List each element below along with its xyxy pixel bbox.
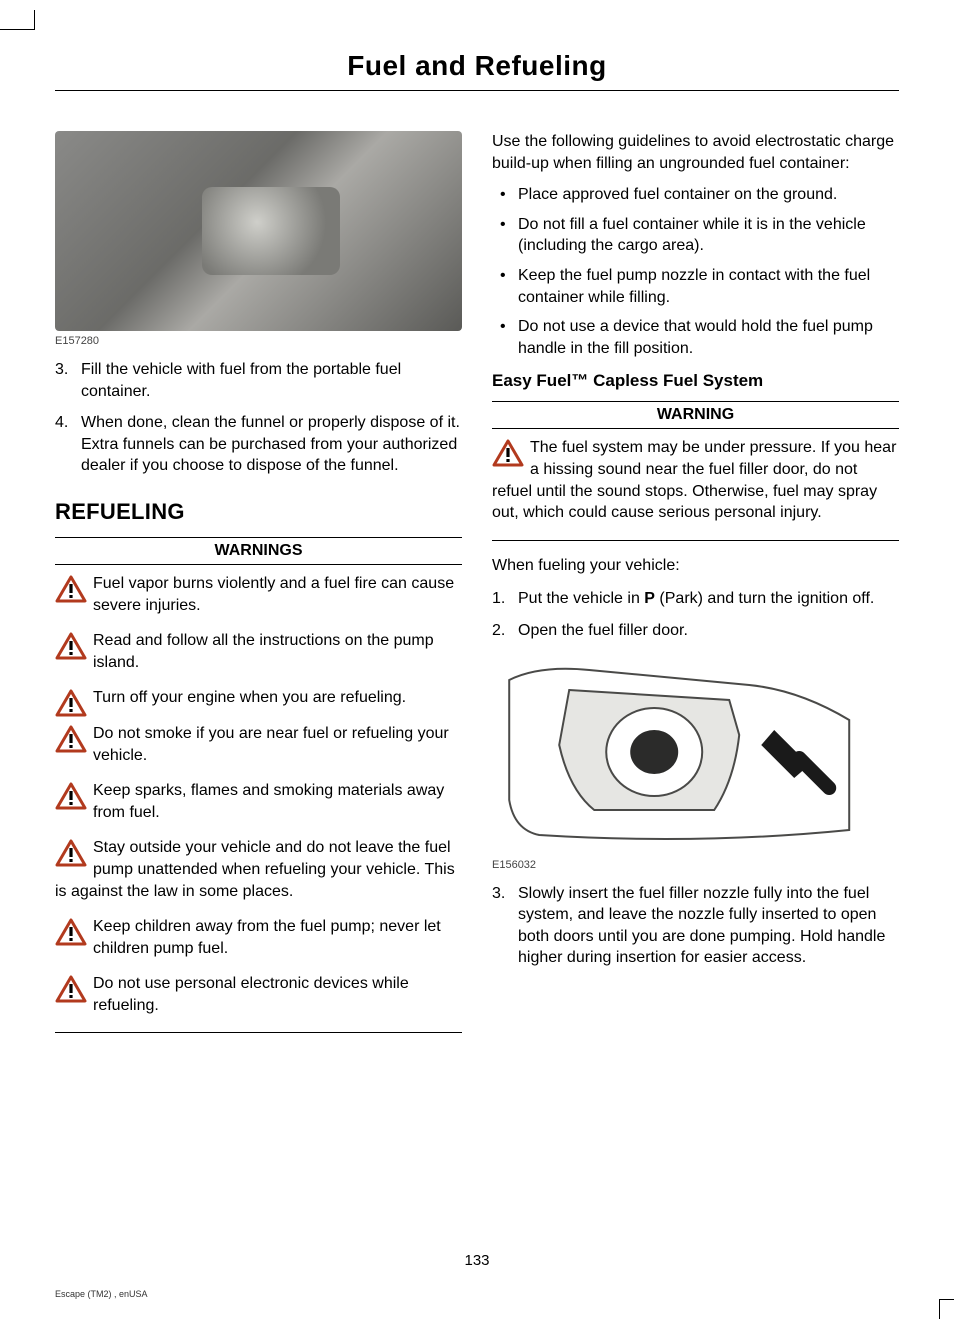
- left-column: E157280 3. Fill the vehicle with fuel fr…: [55, 131, 462, 1047]
- list-item: •Place approved fuel container on the gr…: [492, 184, 899, 206]
- step-text: Fill the vehicle with fuel from the port…: [81, 359, 462, 402]
- crop-mark-top-left: [0, 10, 35, 30]
- steps-list-a: 3. Fill the vehicle with fuel from the p…: [55, 359, 462, 477]
- warning-item: Do not use personal electronic devices w…: [55, 973, 462, 1016]
- warning-triangle-icon: [55, 575, 87, 603]
- warning-item: Fuel vapor burns violently and a fuel fi…: [55, 573, 462, 616]
- warning-text: Turn off your engine when you are refuel…: [93, 689, 406, 706]
- fuel-filler-illustration: [492, 660, 866, 850]
- step-text: Open the fuel filler door.: [518, 620, 688, 642]
- warning-item: Turn off your engine when you are refuel…: [55, 687, 462, 709]
- figure-label: E156032: [492, 859, 899, 871]
- list-item: •Do not fill a fuel container while it i…: [492, 214, 899, 257]
- crop-mark-bottom-right: [939, 1299, 954, 1319]
- bullet-dot: •: [492, 316, 518, 359]
- step-text: When done, clean the funnel or properly …: [81, 412, 462, 477]
- warning-text: Do not smoke if you are near fuel or ref…: [93, 725, 449, 764]
- bullet-list: •Place approved fuel container on the gr…: [492, 184, 899, 359]
- steps-list-c: 3. Slowly insert the fuel filler nozzle …: [492, 883, 899, 969]
- paragraph: When fueling your vehicle:: [492, 555, 899, 577]
- step-text: Slowly insert the fuel filler nozzle ful…: [518, 883, 899, 969]
- warning-triangle-icon: [55, 725, 87, 753]
- intro-paragraph: Use the following guidelines to avoid el…: [492, 131, 899, 174]
- right-column: Use the following guidelines to avoid el…: [492, 131, 899, 1047]
- list-item: •Keep the fuel pump nozzle in contact wi…: [492, 265, 899, 308]
- steps-list-b: 1. Put the vehicle in P (Park) and turn …: [492, 588, 899, 641]
- step-number: 3.: [492, 883, 518, 969]
- figure-fuel-filler: E156032: [492, 654, 899, 871]
- list-item: 4. When done, clean the funnel or proper…: [55, 412, 462, 477]
- list-item: •Do not use a device that would hold the…: [492, 316, 899, 359]
- list-item: 1. Put the vehicle in P (Park) and turn …: [492, 588, 899, 610]
- bullet-dot: •: [492, 265, 518, 308]
- warning-triangle-icon: [55, 632, 87, 660]
- warning-item: The fuel system may be under pressure. I…: [492, 437, 899, 523]
- warning-triangle-icon: [55, 918, 87, 946]
- bullet-dot: •: [492, 214, 518, 257]
- list-item: 3. Fill the vehicle with fuel from the p…: [55, 359, 462, 402]
- page-title: Fuel and Refueling: [55, 50, 899, 91]
- section-heading-refueling: REFUELING: [55, 499, 462, 525]
- subsection-heading-easyfuel: Easy Fuel™ Capless Fuel System: [492, 371, 899, 391]
- warning-text: Stay outside your vehicle and do not lea…: [55, 839, 455, 899]
- warning-text: Keep sparks, flames and smoking material…: [93, 782, 444, 821]
- figure-label: E157280: [55, 335, 462, 347]
- warning-item: Keep sparks, flames and smoking material…: [55, 780, 462, 823]
- warning-text: Do not use personal electronic devices w…: [93, 975, 409, 1014]
- fuel-door-image: [55, 131, 462, 331]
- warning-item: Stay outside your vehicle and do not lea…: [55, 837, 462, 902]
- bullet-dot: •: [492, 184, 518, 206]
- warning-triangle-icon: [55, 839, 87, 867]
- warning-triangle-icon: [55, 975, 87, 1003]
- warning-text: Keep children away from the fuel pump; n…: [93, 918, 441, 957]
- warning-item: Read and follow all the instructions on …: [55, 630, 462, 673]
- footer-text: Escape (TM2) , enUSA: [55, 1289, 148, 1299]
- warning-triangle-icon: [55, 689, 87, 717]
- step-number: 2.: [492, 620, 518, 642]
- warning-item: Do not smoke if you are near fuel or ref…: [55, 723, 462, 766]
- list-item: 3. Slowly insert the fuel filler nozzle …: [492, 883, 899, 969]
- list-item: 2. Open the fuel filler door.: [492, 620, 899, 642]
- bullet-text: Do not use a device that would hold the …: [518, 316, 899, 359]
- warning-text: The fuel system may be under pressure. I…: [492, 439, 896, 521]
- warnings-block: WARNINGS Fuel vapor burns violently and …: [55, 537, 462, 1034]
- content-columns: E157280 3. Fill the vehicle with fuel fr…: [55, 131, 899, 1047]
- warning-triangle-icon: [492, 439, 524, 467]
- warning-text: Fuel vapor burns violently and a fuel fi…: [93, 575, 454, 614]
- bullet-text: Keep the fuel pump nozzle in contact wit…: [518, 265, 899, 308]
- warning-text: Read and follow all the instructions on …: [93, 632, 434, 671]
- bullet-text: Do not fill a fuel container while it is…: [518, 214, 899, 257]
- warning-block: WARNING The fuel system may be under pre…: [492, 401, 899, 540]
- figure-fuel-door: E157280: [55, 131, 462, 347]
- warning-header: WARNING: [492, 401, 899, 429]
- step-text: Put the vehicle in P (Park) and turn the…: [518, 588, 874, 610]
- step-number: 1.: [492, 588, 518, 610]
- page-number: 133: [0, 1252, 954, 1269]
- warning-item: Keep children away from the fuel pump; n…: [55, 916, 462, 959]
- step-number: 4.: [55, 412, 81, 477]
- warnings-header: WARNINGS: [55, 537, 462, 565]
- warning-triangle-icon: [55, 782, 87, 810]
- bullet-text: Place approved fuel container on the gro…: [518, 184, 837, 206]
- step-number: 3.: [55, 359, 81, 402]
